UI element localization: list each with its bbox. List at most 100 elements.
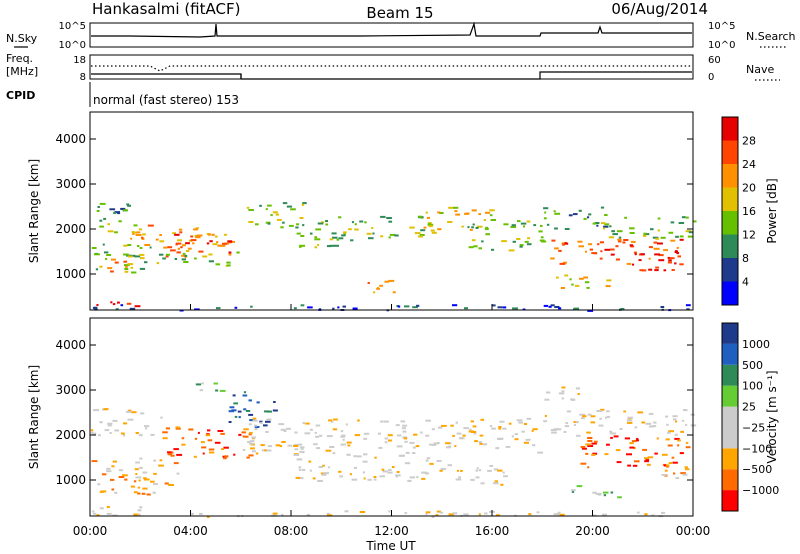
velocity-colorbar-tick-3: 25 (742, 401, 756, 414)
velocity-cell-band-0 (160, 416, 163, 419)
power-cell-band-6 (190, 239, 197, 242)
velocity-cell-band-1 (176, 472, 180, 475)
velocity-cell-band-3 (181, 437, 185, 440)
power-cell-band-9 (329, 238, 334, 241)
velocity-cell-band-5 (400, 420, 406, 423)
power-cell-band-14 (551, 239, 556, 242)
power-cell-band-14 (679, 238, 684, 241)
velocity-cell-band-4 (254, 426, 260, 428)
velocity-cell-band-9 (661, 453, 668, 456)
power-cell-band-10 (366, 232, 372, 235)
velocity-cell-band-1 (137, 492, 141, 495)
power-cell-band-6 (184, 256, 187, 258)
velocity-cell-band-9 (685, 446, 691, 449)
power-cell-band-16 (670, 221, 675, 224)
velocity-cell-band-12 (561, 390, 565, 393)
power-cell-band-8 (272, 211, 278, 214)
velocity-cell-band-5 (333, 418, 338, 421)
velocity-cell-band-7 (458, 476, 461, 479)
velocity-cell-band-5 (332, 452, 336, 455)
velocity-cell-band-3 (181, 443, 186, 446)
power-cell-band-8 (276, 218, 282, 221)
velocity-cell-band-5 (283, 430, 287, 432)
power-cell-band-2 (149, 246, 152, 249)
velocity-cell-band-6 (373, 478, 377, 481)
power-cell-band-9 (317, 244, 320, 246)
velocity-cell-band-10 (595, 492, 602, 495)
velocity-cell-band-11 (666, 464, 670, 467)
velocity-cell-band-14 (425, 513, 428, 515)
power-ylabel: Slant Range [km] (27, 159, 41, 263)
power-cell-band-12 (478, 247, 482, 250)
velocity-cell-band-12 (577, 393, 580, 395)
velocity-cell-band-5 (409, 441, 415, 444)
velocity-cell-band-4 (232, 394, 236, 397)
power-cell-band-19 (404, 305, 410, 308)
velocity-cell-band-9 (633, 460, 640, 463)
velocity-cell-band-9 (581, 447, 587, 450)
power-cell-band-5 (138, 228, 143, 231)
power-cell-band-16 (612, 233, 618, 236)
velocity-cell-band-12 (561, 386, 566, 389)
velocity-cell-band-4 (249, 419, 255, 422)
velocity-cell-band-1 (135, 473, 138, 475)
velocity-cell-band-3 (175, 426, 180, 429)
power-cell-band-9 (309, 232, 313, 235)
power-cell-band-9 (299, 217, 304, 219)
velocity-cell-band-3 (209, 451, 215, 454)
velocity-cell-band-6 (297, 477, 304, 480)
velocity-cell-band-0 (122, 434, 126, 437)
velocity-cell-band-5 (279, 445, 283, 448)
power-cell-band-16 (642, 234, 647, 237)
velocity-cell-band-7 (470, 478, 475, 481)
velocity-cell-band-8 (580, 417, 585, 420)
velocity-cell-band-5 (455, 421, 458, 424)
velocity-cell-band-9 (632, 464, 638, 467)
velocity-colorbar-segment-8 (722, 323, 738, 344)
velocity-cell-band-5 (326, 435, 333, 438)
velocity-cell-band-1 (133, 491, 138, 494)
power-cell-band-19 (342, 305, 346, 308)
velocity-cell-band-6 (346, 453, 351, 456)
power-cell-band-14 (658, 254, 664, 257)
velocity-cell-band-1 (99, 490, 104, 493)
velocity-cell-band-0 (120, 432, 125, 435)
velocity-cell-band-6 (363, 453, 368, 456)
power-cell-band-9 (296, 223, 300, 226)
power-colorbar-tick-4: 12 (742, 229, 756, 242)
velocity-cell-band-11 (664, 469, 668, 472)
power-colorbar: 28 24 20 16 12 8 4 (721, 116, 756, 306)
velocity-cell-band-0 (135, 432, 139, 434)
velocity-cell-band-5 (378, 446, 383, 449)
velocity-cell-band-9 (627, 464, 631, 467)
velocity-cell-band-5 (380, 420, 384, 423)
velocity-cell-band-5 (249, 431, 253, 434)
velocity-cell-band-8 (619, 428, 623, 430)
power-cell-band-12 (481, 240, 484, 243)
power-ytick-label-2: 3000 (55, 177, 86, 191)
velocity-cell-band-5 (432, 444, 437, 446)
velocity-cell-band-1 (173, 462, 179, 465)
velocity-cell-band-5 (433, 442, 439, 445)
power-cell-band-19 (412, 306, 418, 309)
power-cell-band-14 (578, 245, 584, 248)
power-cell-band-16 (681, 216, 686, 219)
velocity-cell-band-12 (544, 398, 550, 401)
power-cell-band-11 (431, 231, 437, 234)
velocity-cell-band-6 (421, 477, 426, 480)
power-cell-band-7 (208, 253, 213, 256)
velocity-cell-band-9 (674, 437, 680, 440)
power-cell-band-13 (544, 211, 547, 214)
velocity-cell-band-5 (315, 435, 319, 438)
velocity-cell-band-5 (346, 441, 352, 444)
velocity-cell-band-6 (429, 462, 434, 465)
power-cell-band-18 (606, 279, 612, 282)
power-cell-band-13 (554, 227, 558, 230)
velocity-cell-band-6 (323, 472, 329, 475)
velocity-cell-band-12 (561, 397, 564, 400)
velocity-cell-band-9 (587, 466, 590, 469)
velocity-cell-band-7 (502, 471, 505, 474)
power-cell-band-8 (265, 208, 268, 211)
time-xlabel: Time UT (365, 539, 416, 553)
velocity-cell-band-14 (272, 512, 278, 515)
